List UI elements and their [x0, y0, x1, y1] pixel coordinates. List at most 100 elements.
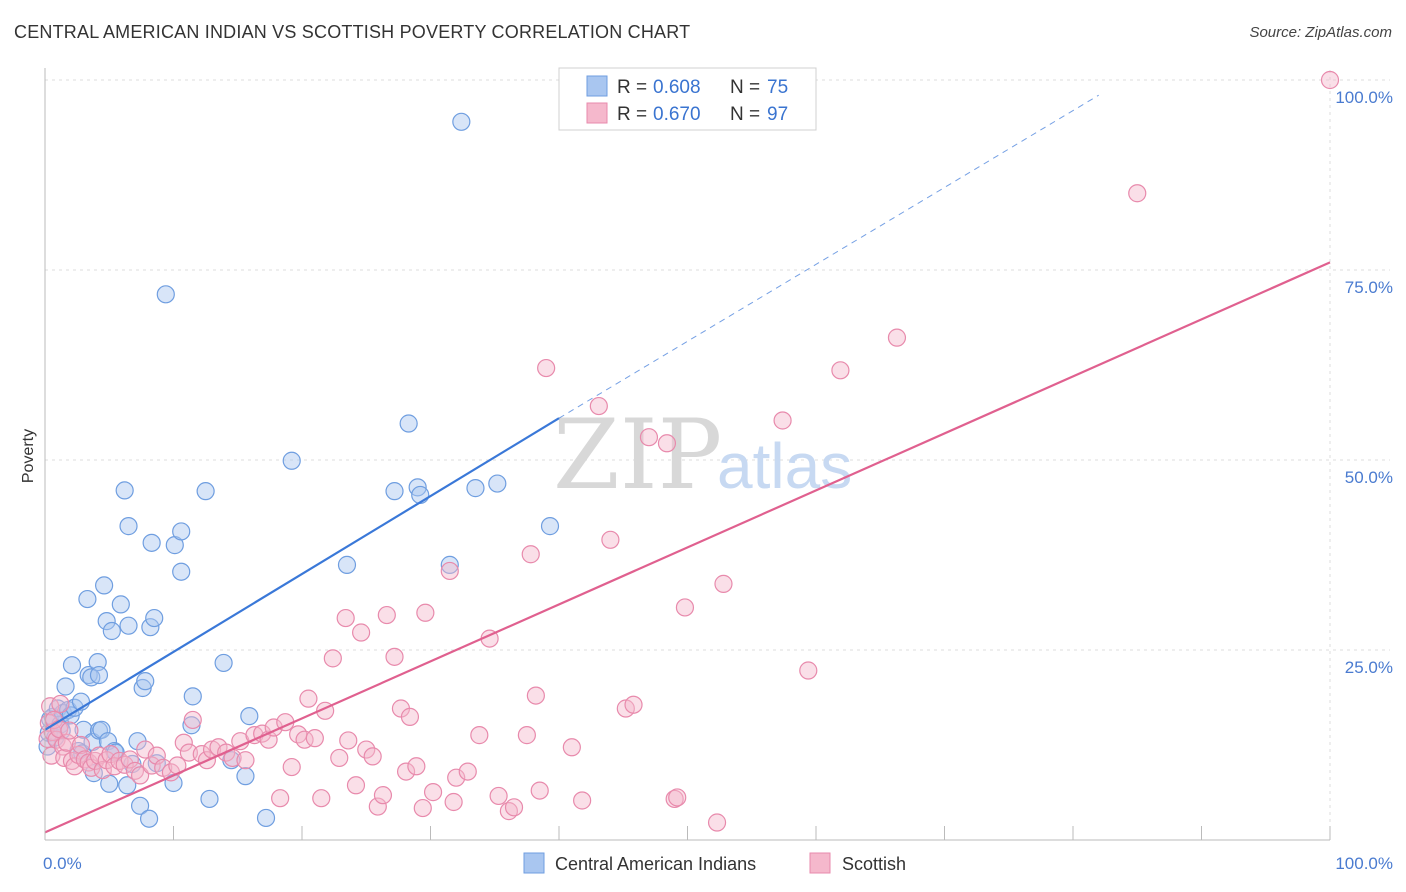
point-central-american-indians-12 [62, 656, 82, 675]
point-central-american-indians-52 [172, 522, 191, 541]
bottom-legend-swatch-pink [809, 852, 831, 874]
legend-n-value-1: 75 [767, 77, 788, 98]
point-scottish-37 [174, 733, 193, 752]
point-central-american-indians-18 [78, 589, 97, 609]
source-label: Source: ZipAtlas.com [1249, 24, 1392, 41]
point-scottish-61 [323, 649, 342, 668]
point-central-american-indians-47 [145, 608, 164, 628]
trend-line-central-american-indians [44, 417, 560, 731]
legend-n-label-1: N = [730, 77, 760, 98]
point-scottish-97 [601, 530, 620, 549]
point-central-american-indians-68 [411, 485, 430, 505]
point-central-american-indians-55 [183, 687, 202, 706]
point-scottish-64 [339, 731, 358, 750]
point-central-american-indians-62 [256, 808, 276, 828]
point-scottish-86 [489, 786, 508, 806]
point-scottish-76 [407, 757, 426, 776]
point-scottish-66 [352, 623, 371, 642]
point-scottish-109 [831, 361, 850, 380]
point-central-american-indians-61 [240, 707, 259, 726]
point-central-american-indians-27 [95, 576, 114, 595]
point-scottish-83 [458, 762, 477, 781]
point-scottish-103 [668, 788, 687, 807]
legend-n-value-2: 97 [767, 104, 788, 125]
point-scottish-54 [282, 757, 301, 777]
point-scottish-106 [714, 574, 733, 593]
point-scottish-27 [115, 755, 134, 774]
series-central-american-indians [38, 112, 560, 828]
point-central-american-indians-36 [118, 776, 137, 795]
point-scottish-63 [336, 608, 355, 628]
x-tick-label-0: 0.0% [43, 854, 82, 873]
point-scottish-65 [346, 776, 366, 795]
point-scottish-79 [423, 783, 443, 802]
legend-r-value-1: 0.608 [653, 77, 701, 98]
point-central-american-indians-41 [130, 796, 150, 815]
point-scottish-74 [396, 762, 416, 781]
point-scottish-101 [657, 434, 677, 453]
point-scottish-71 [377, 605, 396, 625]
point-central-american-indians-72 [488, 474, 507, 493]
point-central-american-indians-49 [156, 285, 175, 304]
point-scottish-70 [373, 786, 393, 805]
point-scottish-99 [624, 695, 643, 714]
x-tick-label-1: 100.0% [1335, 854, 1393, 873]
legend-n-label-2: N = [730, 104, 760, 125]
point-central-american-indians-65 [399, 414, 418, 433]
watermark-zip: ZIP [553, 399, 722, 511]
point-scottish-90 [521, 545, 540, 564]
point-scottish-107 [773, 411, 792, 430]
point-scottish-39 [183, 710, 202, 730]
point-central-american-indians-17 [74, 720, 93, 739]
point-central-american-indians-23 [88, 653, 107, 672]
point-scottish-52 [271, 789, 290, 808]
y-tick-label-0: 25.0% [1345, 658, 1393, 677]
point-scottish-93 [537, 358, 556, 378]
point-central-american-indians-69 [440, 555, 459, 574]
point-central-american-indians-58 [214, 653, 233, 673]
point-scottish-69 [368, 797, 387, 816]
legend-swatch-blue [586, 75, 608, 97]
point-scottish-81 [444, 792, 463, 812]
point-scottish-72 [385, 647, 404, 666]
point-central-american-indians-43 [136, 672, 155, 691]
point-scottish-30 [130, 766, 150, 785]
point-scottish-91 [526, 686, 545, 705]
watermark: ZIP atlas [553, 399, 852, 511]
bottom-legend-label-2: Scottish [842, 854, 906, 874]
point-central-american-indians-31 [102, 621, 121, 641]
point-central-american-indians-60 [236, 767, 255, 786]
point-scottish-95 [573, 791, 592, 810]
legend-r-label-1: R = [617, 77, 647, 98]
legend-r-label-2: R = [617, 104, 647, 125]
point-central-american-indians-63 [282, 451, 301, 470]
point-scottish-108 [799, 661, 818, 680]
point-central-american-indians-46 [142, 533, 161, 552]
trend-lines [44, 94, 1331, 834]
point-central-american-indians-0 [38, 737, 57, 756]
point-scottish-89 [517, 726, 536, 745]
point-scottish-68 [363, 747, 382, 766]
tick-labels: 25.0% 50.0% 75.0% 100.0% 0.0% 100.0% [43, 88, 1393, 873]
point-scottish-59 [312, 789, 331, 808]
point-scottish-82 [447, 768, 466, 787]
point-central-american-indians-28 [97, 612, 116, 631]
point-central-american-indians-9 [56, 677, 75, 696]
chart-title: CENTRAL AMERICAN INDIAN VS SCOTTISH POVE… [14, 22, 691, 42]
point-scottish-75 [400, 707, 420, 726]
y-axis-label: Poverty [20, 429, 37, 483]
axes [44, 68, 1331, 841]
y-tick-label-1: 50.0% [1345, 468, 1393, 487]
point-scottish-67 [357, 740, 376, 759]
point-central-american-indians-35 [115, 481, 134, 500]
point-central-american-indians-34 [111, 595, 130, 614]
bottom-legend-label-1: Central American Indians [555, 854, 756, 874]
point-scottish-47 [236, 751, 255, 770]
point-central-american-indians-71 [466, 479, 485, 498]
point-scottish-8 [51, 694, 70, 714]
point-scottish-80 [440, 561, 459, 581]
grid [45, 70, 1390, 840]
legend-swatch-pink [586, 102, 608, 124]
point-scottish-111 [1128, 184, 1147, 203]
